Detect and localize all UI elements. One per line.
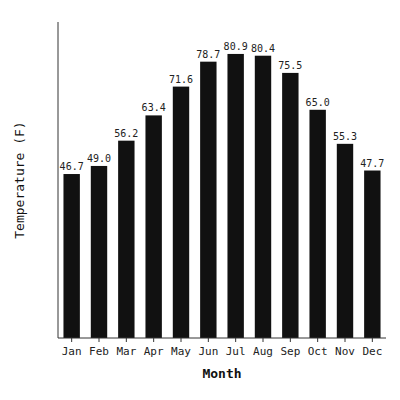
x-tick-label: May (171, 345, 191, 358)
bar (255, 56, 271, 338)
data-label: 80.9 (224, 41, 248, 52)
bar (200, 62, 216, 338)
x-tick (181, 338, 182, 342)
bar (91, 166, 107, 338)
data-label: 71.6 (169, 74, 193, 85)
x-tick-label: Oct (308, 345, 328, 358)
x-tick (263, 338, 264, 342)
bar (227, 54, 243, 338)
data-label: 75.5 (278, 60, 302, 71)
x-tick-label: Feb (89, 345, 109, 358)
data-label: 80.4 (251, 43, 275, 54)
data-label: 49.0 (87, 153, 111, 164)
x-tick (153, 338, 154, 342)
bar (282, 73, 298, 338)
data-label: 65.0 (306, 97, 330, 108)
bar (173, 87, 189, 338)
x-tick-label: Apr (144, 345, 164, 358)
bar (337, 144, 353, 338)
data-label: 56.2 (114, 128, 138, 139)
x-tick-label: Nov (335, 345, 355, 358)
bar (118, 141, 134, 338)
x-tick-label: Jun (198, 345, 218, 358)
y-axis-label: Temperature (F) (12, 121, 27, 238)
x-tick (235, 338, 236, 342)
x-tick (208, 338, 209, 342)
x-tick-label: Dec (362, 345, 382, 358)
bars (63, 54, 380, 338)
bar (63, 174, 79, 338)
bar (364, 171, 380, 338)
x-tick (99, 338, 100, 342)
x-axis-label: Month (202, 366, 241, 381)
data-label: 63.4 (142, 102, 166, 113)
x-tick-label: Sep (280, 345, 300, 358)
data-label: 55.3 (333, 131, 357, 142)
x-tick-label: Jan (62, 345, 82, 358)
chart: 46.749.0 56.2 63.4 71.6 78.7 80.980.475.5 65.0… (0, 0, 400, 400)
x-tick (290, 338, 291, 342)
x-tick (71, 338, 72, 342)
x-tick (126, 338, 127, 342)
x-axis-line (58, 338, 386, 339)
bar (309, 110, 325, 338)
x-tick (317, 338, 318, 342)
data-label: 78.7 (196, 49, 220, 60)
data-label: 47.7 (360, 158, 384, 169)
data-label: 46.7 (60, 161, 84, 172)
x-tick-label: Jul (226, 345, 246, 358)
x-tick-label: Aug (253, 345, 273, 358)
x-tick-label: Mar (116, 345, 136, 358)
x-tick (345, 338, 346, 342)
x-ticks: Jan Feb Mar Apr May Jun Jul Aug Sep Oct Nov Dec (62, 338, 383, 358)
y-axis-line (58, 22, 59, 338)
x-tick (372, 338, 373, 342)
data-labels: 46.749.0 56.2 63.4 71.6 78.7 80.980.475.5 65.0… (60, 41, 385, 172)
bar (145, 115, 161, 338)
